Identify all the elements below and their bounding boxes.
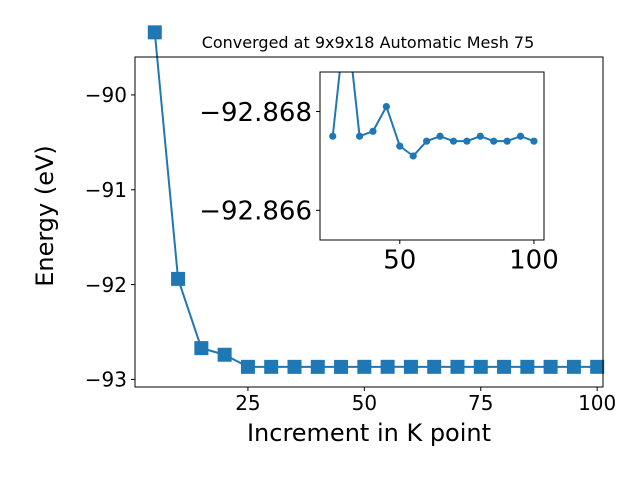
- data-point: [264, 359, 279, 374]
- data-point: [329, 132, 337, 140]
- data-point: [380, 359, 395, 374]
- x-tick-label: 100: [578, 391, 616, 415]
- x-tick-label: 50: [352, 391, 377, 415]
- chart-title: Converged at 9x9x18 Automatic Mesh 75: [202, 33, 535, 52]
- x-tick-label: 100: [509, 246, 559, 276]
- inset-background: [320, 72, 544, 240]
- data-point: [490, 137, 498, 145]
- data-point: [590, 359, 605, 374]
- data-point: [310, 359, 325, 374]
- data-point: [403, 359, 418, 374]
- x-axis-label: Increment in K point: [247, 419, 491, 447]
- data-point: [369, 127, 377, 135]
- inset-axes-frame: [319, 71, 545, 241]
- data-point: [217, 347, 232, 362]
- inset-x-ticks: 50 100: [383, 240, 559, 276]
- data-point: [287, 359, 302, 374]
- data-point: [194, 341, 209, 356]
- main-marks: [147, 25, 605, 374]
- data-point: [520, 359, 535, 374]
- data-point: [476, 132, 484, 140]
- data-point: [566, 359, 581, 374]
- data-point: [503, 137, 511, 145]
- inset-plot: 50 100 −92.868 −92.866: [199, 71, 559, 276]
- data-point: [171, 271, 186, 286]
- y-tick-label: −92: [85, 273, 127, 297]
- series-line: [331, 72, 535, 157]
- data-point: [240, 359, 255, 374]
- data-point: [530, 137, 538, 145]
- main-axes-frame: [134, 56, 604, 388]
- main-y-ticks: −93 −92 −91 −90: [85, 83, 135, 392]
- data-point: [449, 137, 458, 145]
- y-tick-label: −92.866: [199, 197, 312, 227]
- x-tick-label: 50: [383, 246, 416, 276]
- y-axis-label: Energy (eV): [31, 145, 59, 287]
- data-point: [436, 132, 444, 140]
- y-tick-label: −90: [85, 83, 127, 107]
- data-point: [473, 359, 488, 374]
- data-point: [147, 25, 162, 40]
- x-tick-label: 75: [468, 391, 493, 415]
- data-point: [516, 132, 525, 140]
- data-point: [334, 359, 349, 374]
- data-point: [357, 359, 372, 374]
- data-point: [396, 142, 404, 150]
- data-point: [427, 359, 442, 374]
- data-point: [382, 102, 390, 111]
- main-x-ticks: 25 50 75 100: [235, 387, 616, 415]
- main-plot: Converged at 9x9x18 Automatic Mesh 75 25…: [31, 25, 616, 447]
- data-point: [497, 359, 512, 374]
- data-point: [450, 359, 465, 374]
- data-point: [409, 152, 417, 160]
- inset-marks: [329, 72, 538, 160]
- y-tick-label: −91: [85, 178, 127, 202]
- y-tick-label: −93: [85, 368, 127, 392]
- inset-y-ticks: −92.868 −92.866: [199, 98, 320, 227]
- data-point: [543, 359, 558, 374]
- data-point: [355, 132, 364, 140]
- x-tick-label: 25: [235, 391, 260, 415]
- data-point: [423, 137, 431, 145]
- y-tick-label: −92.868: [199, 98, 312, 128]
- data-point: [463, 137, 471, 145]
